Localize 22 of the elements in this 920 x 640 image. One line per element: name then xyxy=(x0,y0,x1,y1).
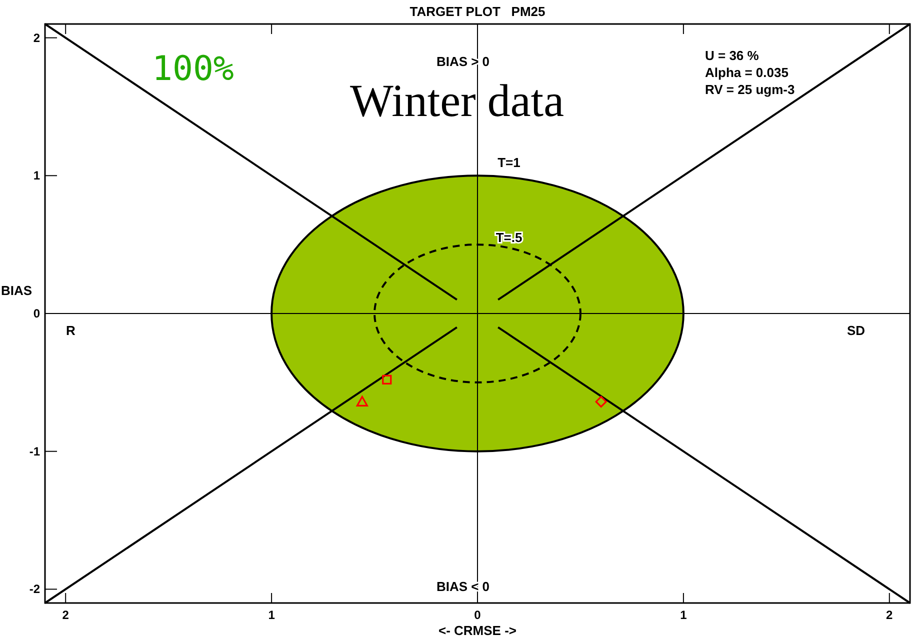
x-axis-title: <- CRMSE -> xyxy=(438,623,517,638)
annotation: U = 36 % xyxy=(705,48,760,63)
x-tick-label: 0 xyxy=(474,608,482,622)
annotation: SD xyxy=(847,323,866,338)
x-tick-label: 2 xyxy=(886,608,894,622)
y-tick-label: -2 xyxy=(29,582,40,596)
annotation: T=.5 xyxy=(496,230,522,245)
y-tick-label: 1 xyxy=(33,168,40,183)
x-tick-label: 2 xyxy=(62,608,70,622)
y-tick-label: 2 xyxy=(33,30,40,45)
annotation: R xyxy=(66,323,76,338)
annotation: T=1 xyxy=(498,155,520,170)
x-tick-label: 1 xyxy=(268,608,276,622)
x-tick-label: 1 xyxy=(680,608,688,622)
y-tick-label: -1 xyxy=(29,444,40,458)
annotation: RV = 25 ugm-3 xyxy=(705,82,795,97)
annotation: Alpha = 0.035 xyxy=(705,65,788,80)
y-axis-title: BIAS xyxy=(1,283,32,298)
annotation: Winter data xyxy=(350,75,564,126)
y-tick-label: 0 xyxy=(33,306,40,320)
chart-title: TARGET PLOT PM25 xyxy=(410,4,546,19)
annotation: 100% xyxy=(152,49,234,89)
